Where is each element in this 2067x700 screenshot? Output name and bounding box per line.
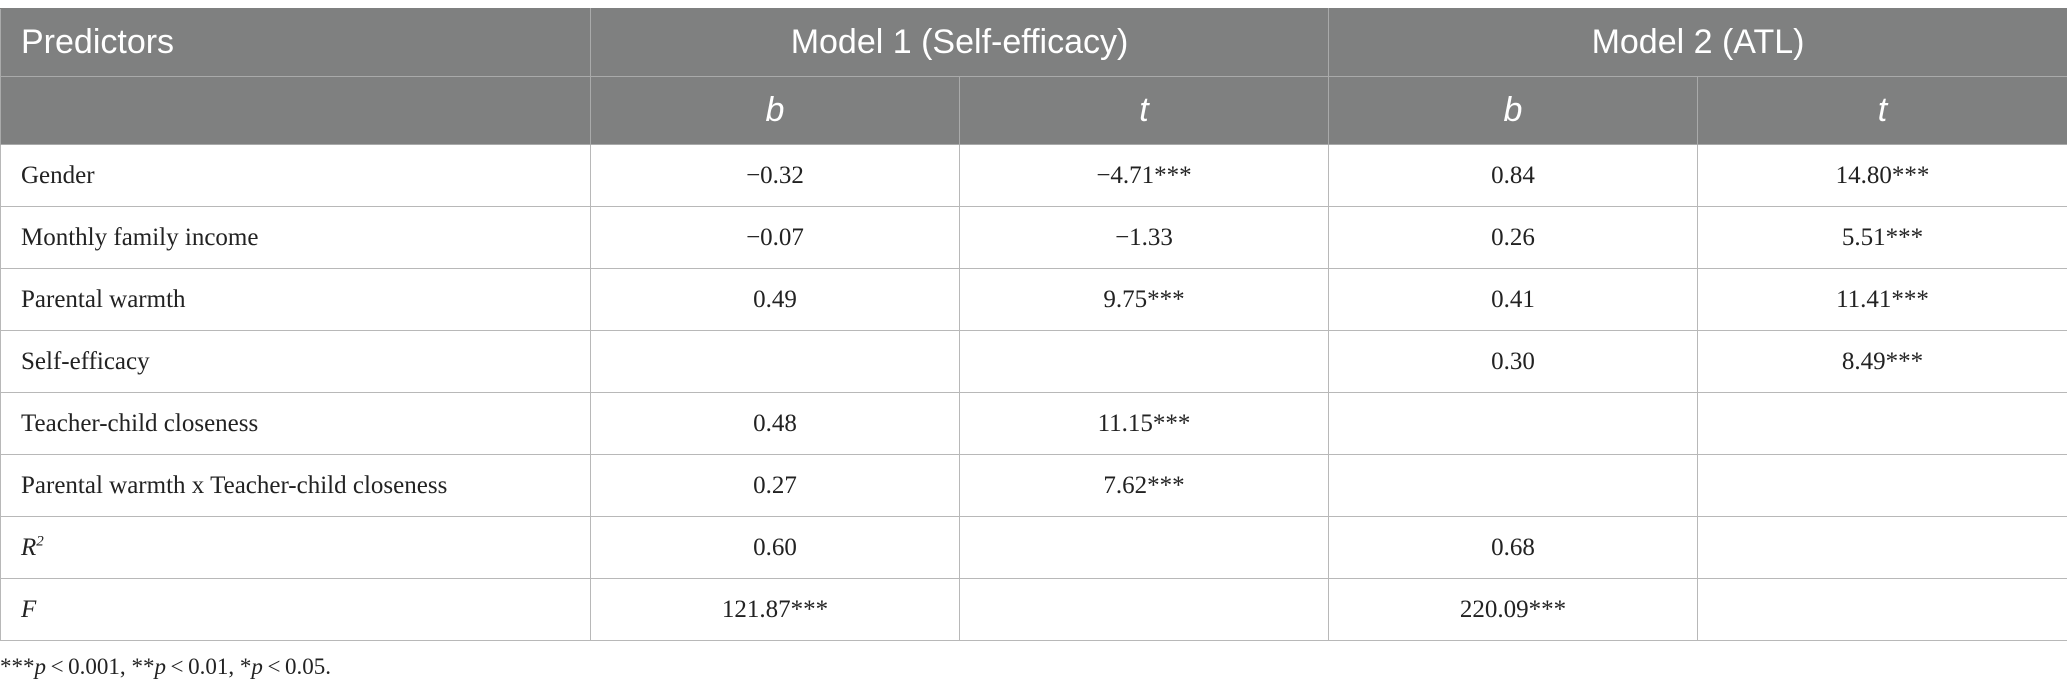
table-row-parental-warmth: Parental warmth 0.49 9.75*** 0.41 11.41*… (0, 268, 2067, 331)
model-1-b-value: 0.60 (590, 516, 960, 579)
model-1-b-value: −0.07 (590, 206, 960, 269)
model-2-t-value: 5.51*** (1697, 206, 2067, 269)
row-label: Parental warmth x Teacher-child closenes… (0, 454, 591, 517)
header-model-2: Model 2 (ATL) (1328, 8, 2067, 77)
header-model-1-b: b (590, 76, 960, 145)
table-header: Predictors Model 1 (Self-efficacy) Model… (0, 8, 2067, 145)
model-2-b-value: 0.68 (1328, 516, 1699, 579)
model-1-b-value: 121.87*** (590, 578, 960, 641)
model-2-t-value (1697, 454, 2067, 517)
model-2-t-value (1697, 516, 2067, 579)
header-model-2-b: b (1328, 76, 1699, 145)
model-2-b-value (1328, 454, 1699, 517)
model-1-b-value: −0.32 (590, 144, 960, 207)
footnote-threshold-3: < 0.05. (262, 654, 332, 679)
table-row-self-efficacy: Self-efficacy 0.30 8.49*** (0, 330, 2067, 393)
model-1-t-value: 11.15*** (958, 392, 1330, 455)
footnote-p-3: p (251, 654, 263, 679)
model-2-b-value: 0.84 (1328, 144, 1699, 207)
footnote-threshold-1: < 0.001, (46, 654, 132, 679)
header-row-models: Predictors Model 1 (Self-efficacy) Model… (0, 8, 2067, 77)
model-2-t-value (1697, 392, 2067, 455)
table-row-teacher-child-closeness: Teacher-child closeness 0.48 11.15*** (0, 392, 2067, 455)
footnote-p-2: p (154, 654, 166, 679)
table-row-monthly-family-income: Monthly family income −0.07 −1.33 0.26 5… (0, 206, 2067, 269)
model-1-t-value: 9.75*** (958, 268, 1330, 331)
model-1-b-value: 0.49 (590, 268, 960, 331)
row-label: Parental warmth (0, 268, 591, 331)
model-1-b-value (590, 330, 960, 393)
r-squared-superscript: 2 (36, 533, 44, 550)
header-empty-cell (0, 76, 591, 145)
row-label: Teacher-child closeness (0, 392, 591, 455)
regression-table-container: Predictors Model 1 (Self-efficacy) Model… (0, 8, 2067, 641)
row-label: Self-efficacy (0, 330, 591, 393)
footnote-threshold-2: < 0.01, (165, 654, 240, 679)
model-2-b-value: 0.30 (1328, 330, 1699, 393)
model-1-t-value: −1.33 (958, 206, 1330, 269)
table-row-f-statistic: F 121.87*** 220.09*** (0, 578, 2067, 641)
model-1-b-value: 0.48 (590, 392, 960, 455)
row-label: F (0, 578, 591, 641)
footnote-stars-2: ** (131, 654, 155, 679)
footnote-stars-1: *** (0, 654, 35, 679)
regression-table: Predictors Model 1 (Self-efficacy) Model… (0, 8, 2067, 641)
row-label: R2 (0, 516, 591, 579)
model-2-b-value: 0.41 (1328, 268, 1699, 331)
model-1-t-value: −4.71*** (958, 144, 1330, 207)
table-row-interaction: Parental warmth x Teacher-child closenes… (0, 454, 2067, 517)
header-row-stats: b t b t (0, 76, 2067, 145)
model-2-t-value (1697, 578, 2067, 641)
header-model-1-t: t (958, 76, 1330, 145)
header-predictors: Predictors (0, 8, 591, 77)
model-2-t-value: 11.41*** (1697, 268, 2067, 331)
table-row-r-squared: R2 0.60 0.68 (0, 516, 2067, 579)
model-1-t-value (958, 578, 1330, 641)
footnote-stars-3: * (239, 654, 252, 679)
row-label: Monthly family income (0, 206, 591, 269)
table-body: Gender −0.32 −4.71*** 0.84 14.80*** Mont… (0, 144, 2067, 641)
table-footnote: ***p < 0.001, **p < 0.01, *p < 0.05. (0, 654, 331, 680)
table-row-gender: Gender −0.32 −4.71*** 0.84 14.80*** (0, 144, 2067, 207)
header-model-2-t: t (1697, 76, 2067, 145)
model-2-t-value: 14.80*** (1697, 144, 2067, 207)
r-squared-label: R (21, 533, 37, 561)
model-2-b-value: 0.26 (1328, 206, 1699, 269)
header-model-1: Model 1 (Self-efficacy) (589, 8, 1330, 77)
model-1-t-value (958, 330, 1330, 393)
model-1-t-value (958, 516, 1330, 579)
footnote-p-1: p (34, 654, 47, 679)
model-1-b-value: 0.27 (590, 454, 960, 517)
model-1-t-value: 7.62*** (958, 454, 1330, 517)
row-label: Gender (0, 144, 591, 207)
model-2-b-value: 220.09*** (1328, 578, 1699, 641)
model-2-t-value: 8.49*** (1697, 330, 2067, 393)
model-2-b-value (1328, 392, 1699, 455)
